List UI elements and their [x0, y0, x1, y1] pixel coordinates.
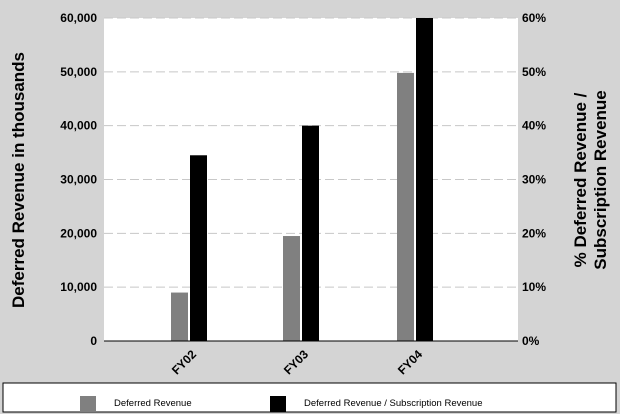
y-tick-left-label: 10,000	[60, 280, 97, 294]
y-tick-right-label: 60%	[522, 11, 546, 25]
y-axis-right-title-line1: % Deferred Revenue /	[571, 92, 590, 267]
legend-box	[2, 382, 617, 413]
bar-deferred-revenue-ratio	[416, 18, 433, 341]
y-axis-left-ticks: 0 10,000 20,000 30,000 40,000 50,000 60,000	[60, 11, 97, 348]
y-axis-left-title: Deferred Revenue in thousands	[9, 52, 28, 308]
x-axis-ticks: FY02 FY03 FY04	[169, 347, 425, 377]
y-tick-right-label: 10%	[522, 280, 546, 294]
y-tick-left-label: 20,000	[60, 226, 97, 240]
y-tick-left-label: 30,000	[60, 173, 97, 187]
legend: Deferred Revenue Deferred Revenue / Subs…	[2, 382, 617, 413]
bar-deferred-revenue	[171, 292, 188, 341]
legend-swatch-ratio	[270, 396, 286, 412]
y-tick-left-label: 50,000	[60, 65, 97, 79]
y-tick-right-label: 40%	[522, 119, 546, 133]
y-axis-right-ticks: 0% 10% 20% 30% 40% 50% 60%	[522, 11, 546, 348]
y-tick-left-label: 60,000	[60, 11, 97, 25]
y-axis-right-title-line2: Subscription Revenue	[591, 90, 610, 269]
y-tick-left-label: 0	[90, 334, 97, 348]
legend-label-deferred-revenue: Deferred Revenue	[114, 398, 192, 409]
bar-deferred-revenue	[397, 72, 414, 341]
bar-deferred-revenue-ratio	[302, 125, 319, 342]
x-tick-label: FY02	[169, 347, 199, 377]
y-tick-right-label: 50%	[522, 65, 546, 79]
y-tick-right-label: 0%	[522, 334, 540, 348]
x-tick-label: FY03	[281, 347, 311, 377]
legend-swatch-deferred-revenue	[80, 396, 96, 412]
bar-deferred-revenue-ratio	[190, 155, 207, 341]
y-tick-right-label: 30%	[522, 173, 546, 187]
gridlines	[104, 17, 518, 288]
bar-deferred-revenue	[283, 236, 300, 341]
bars	[171, 18, 433, 342]
y-tick-left-label: 40,000	[60, 119, 97, 133]
y-tick-right-label: 20%	[522, 226, 546, 240]
legend-label-ratio: Deferred Revenue / Subscription Revenue	[304, 398, 483, 409]
x-tick-label: FY04	[395, 347, 425, 377]
